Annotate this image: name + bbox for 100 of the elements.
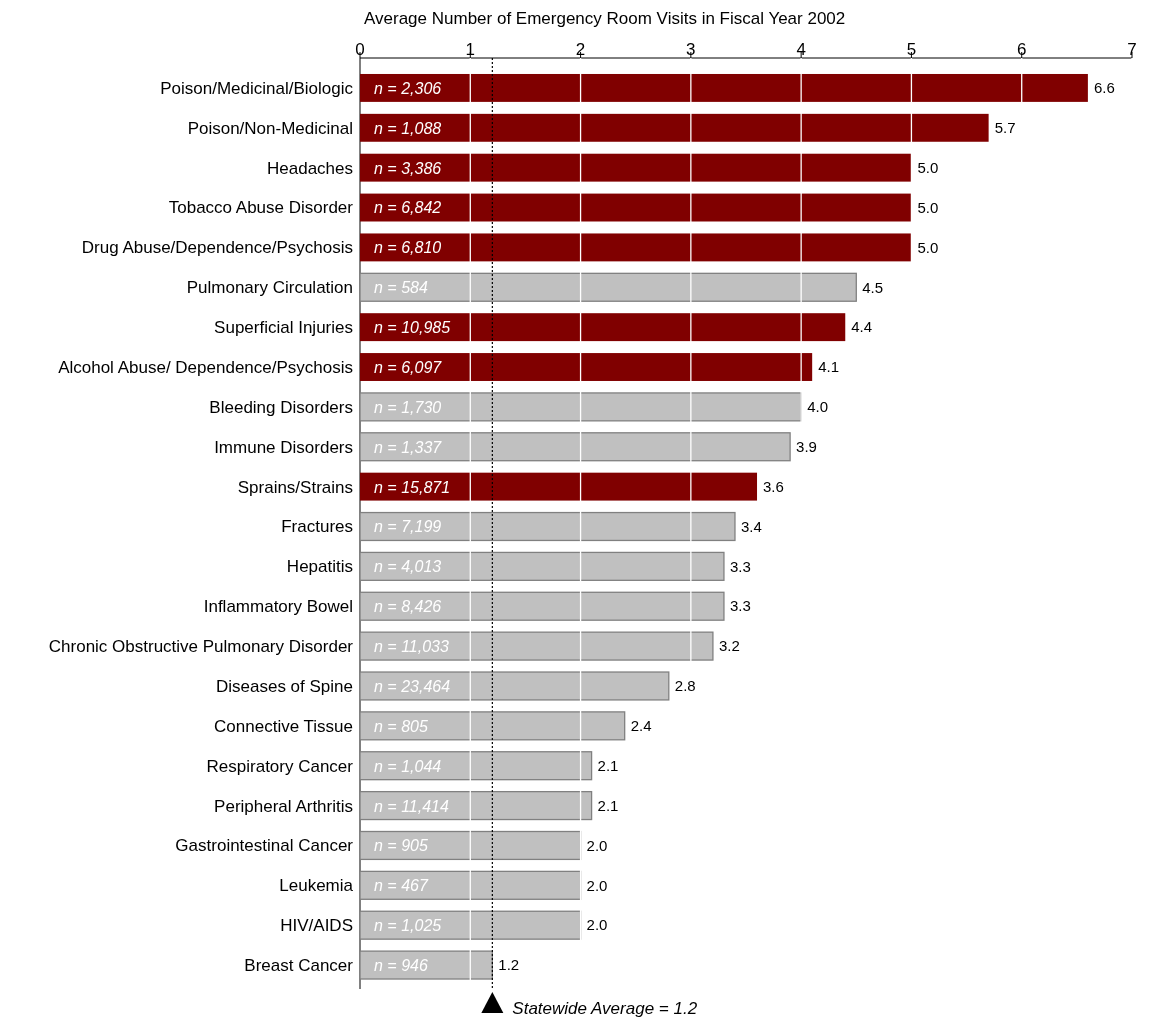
y-tick-label: Poison/Non-Medicinal bbox=[187, 118, 353, 138]
x-axis-title: Average Number of Emergency Room Visits in Fiscal Year 2002 bbox=[364, 9, 846, 28]
data-label: 2.0 bbox=[586, 876, 608, 894]
y-tick-label: Respiratory Cancer bbox=[206, 756, 354, 776]
y-tick-label: Inflammatory Bowel bbox=[203, 597, 353, 617]
data-label: 3.6 bbox=[763, 477, 784, 495]
annotation: n = 467 bbox=[374, 877, 429, 895]
bar bbox=[360, 73, 1088, 102]
data-label: 3.2 bbox=[718, 637, 740, 655]
bar bbox=[360, 113, 989, 142]
annotation: n = 7,199 bbox=[374, 518, 442, 536]
legend-label: Statewide Average = 1.2 bbox=[512, 998, 698, 1018]
data-label: 4.5 bbox=[862, 278, 884, 296]
x-tick-label: 2 bbox=[575, 40, 586, 59]
x-tick-label: 4 bbox=[796, 40, 806, 59]
bar bbox=[360, 233, 912, 262]
data-label: 5.0 bbox=[917, 238, 939, 256]
y-tick-label: Sprains/Strains bbox=[237, 477, 353, 497]
y-tick-label: Pulmonary Circulation bbox=[186, 278, 353, 298]
annotation: n = 6,097 bbox=[374, 358, 443, 376]
data-label: 2.8 bbox=[674, 677, 696, 695]
bar bbox=[360, 193, 912, 222]
y-tick-label: Gastrointestinal Cancer bbox=[175, 836, 354, 856]
bar bbox=[359, 671, 670, 701]
bar bbox=[359, 432, 791, 462]
data-label: 3.3 bbox=[729, 597, 751, 615]
data-label: 3.4 bbox=[740, 517, 762, 535]
x-tick-label: 6 bbox=[1016, 40, 1027, 59]
y-tick-label: Fractures bbox=[281, 517, 353, 537]
y-tick-label: Chronic Obstructive Pulmonary Disorder bbox=[48, 637, 354, 657]
annotation: n = 946 bbox=[374, 956, 428, 974]
bar bbox=[359, 511, 736, 542]
y-tick-label: Poison/Medicinal/Biologic bbox=[160, 78, 354, 98]
y-tick-label: Connective Tissue bbox=[214, 716, 353, 736]
y-tick-label: Superficial Injuries bbox=[214, 318, 353, 338]
annotation: n = 2,306 bbox=[374, 79, 442, 97]
bar bbox=[359, 551, 725, 581]
y-tick-label: Alcohol Abuse/ Dependence/Psychosis bbox=[58, 357, 353, 377]
bar bbox=[359, 711, 626, 741]
data-label: 4.4 bbox=[851, 318, 873, 336]
y-tick-label: Immune Disorders bbox=[214, 437, 353, 457]
x-tick-label: 5 bbox=[906, 40, 917, 59]
annotation: n = 584 bbox=[374, 279, 428, 297]
x-tick-label: 1 bbox=[465, 40, 476, 59]
y-tick-label: Drug Abuse/Dependence/Psychosis bbox=[81, 238, 353, 258]
bar bbox=[359, 591, 725, 621]
y-tick-label: Diseases of Spine bbox=[215, 676, 353, 696]
data-label: 2.0 bbox=[586, 916, 608, 934]
data-label: 5.0 bbox=[917, 158, 939, 176]
y-tick-label: Bleeding Disorders bbox=[209, 397, 353, 417]
annotation: n = 6,810 bbox=[374, 239, 442, 257]
annotation: n = 4,013 bbox=[374, 558, 442, 576]
annotation: n = 1,088 bbox=[374, 119, 442, 137]
data-label: 5.0 bbox=[917, 198, 939, 216]
data-label: 2.4 bbox=[630, 717, 652, 735]
annotation: n = 805 bbox=[374, 717, 428, 735]
annotation: n = 10,985 bbox=[374, 319, 451, 337]
bar bbox=[359, 272, 857, 302]
annotation: n = 1,044 bbox=[374, 757, 442, 775]
bar bbox=[359, 950, 493, 980]
y-tick-label: Breast Cancer bbox=[244, 956, 354, 976]
annotation: n = 905 bbox=[374, 837, 428, 855]
annotation: n = 11,033 bbox=[374, 638, 449, 656]
bar bbox=[359, 790, 593, 821]
bar bbox=[359, 870, 582, 900]
bar bbox=[359, 392, 802, 422]
bar bbox=[359, 631, 714, 661]
bar bbox=[359, 751, 593, 781]
bar bbox=[359, 830, 582, 861]
y-tick-label: Headaches bbox=[266, 158, 353, 178]
data-label: 2.0 bbox=[586, 836, 608, 854]
bar bbox=[360, 313, 846, 342]
data-label: 4.1 bbox=[818, 358, 840, 376]
bar bbox=[360, 353, 813, 381]
data-label: 2.1 bbox=[597, 756, 619, 774]
annotation: n = 23,464 bbox=[374, 677, 451, 695]
data-label: 2.1 bbox=[597, 796, 619, 814]
annotation: n = 3,386 bbox=[374, 159, 442, 177]
annotation: n = 1,025 bbox=[374, 917, 442, 935]
x-tick-label: 0 bbox=[355, 40, 365, 59]
y-tick-label: HIV/AIDS bbox=[280, 916, 353, 936]
y-tick-label: Tobacco Abuse Disorder bbox=[168, 198, 354, 218]
annotation: n = 1,730 bbox=[374, 398, 442, 416]
data-label: 3.3 bbox=[729, 557, 751, 575]
data-label: 6.6 bbox=[1093, 79, 1115, 97]
y-tick-label: Leukemia bbox=[279, 876, 354, 896]
x-tick-label: 3 bbox=[686, 40, 696, 59]
annotation: n = 11,414 bbox=[374, 797, 449, 815]
bar bbox=[359, 910, 582, 940]
annotation: n = 6,842 bbox=[374, 199, 442, 217]
y-tick-label: Hepatitis bbox=[286, 557, 353, 577]
annotation: n = 8,426 bbox=[374, 598, 442, 616]
annotation: n = 1,337 bbox=[374, 438, 443, 456]
data-label: 1.2 bbox=[498, 956, 520, 974]
bar bbox=[360, 472, 758, 501]
y-tick-label: Peripheral Arthritis bbox=[214, 796, 353, 816]
data-label: 5.7 bbox=[994, 119, 1016, 137]
annotation: n = 15,871 bbox=[374, 478, 451, 496]
x-tick-label: 7 bbox=[1127, 40, 1137, 59]
bar bbox=[360, 153, 912, 182]
